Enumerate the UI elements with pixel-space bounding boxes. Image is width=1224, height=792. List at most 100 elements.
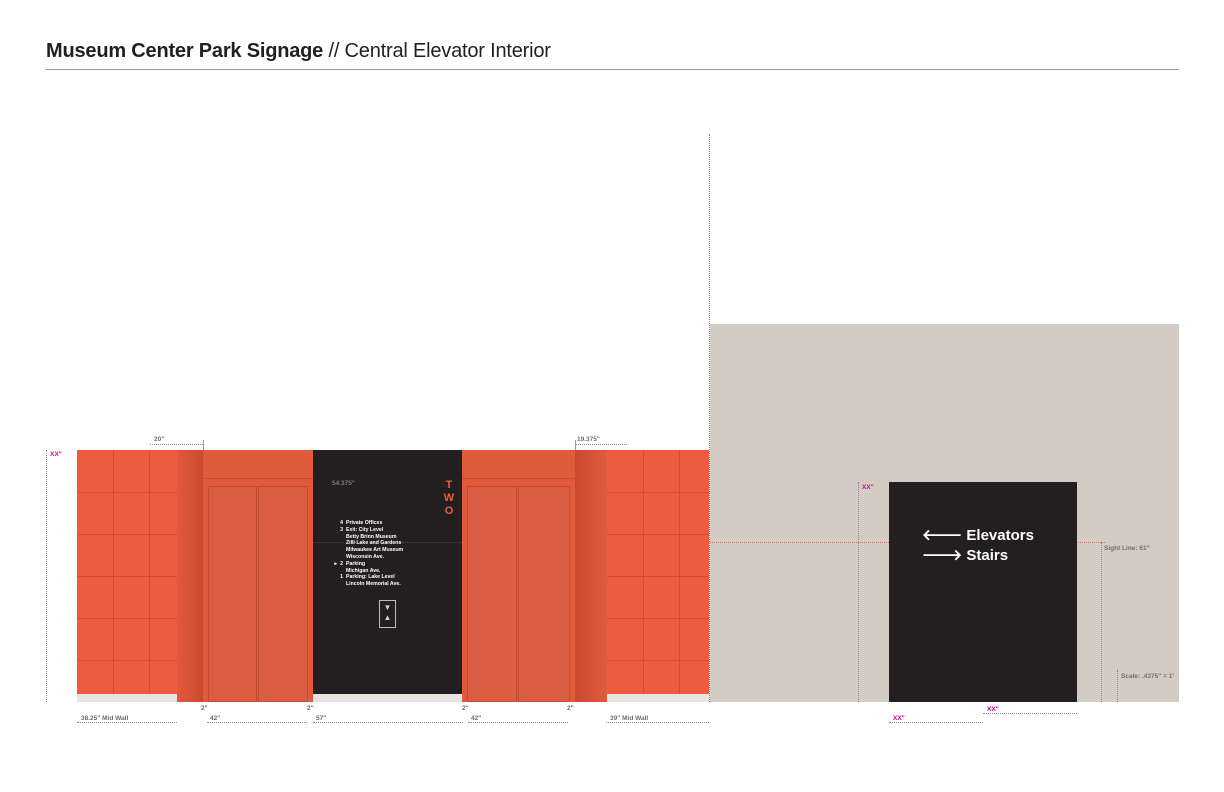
sight-line-label: Sight Line: 61"	[1104, 545, 1150, 552]
bottom-small-dimension: 2"	[307, 705, 314, 712]
bottom-dimension: 39" Mid Wall	[610, 715, 649, 722]
left-elevator-door-panel	[258, 486, 308, 702]
sign-label: Elevators	[966, 527, 1034, 544]
center-divider	[709, 134, 710, 702]
sight-line	[313, 542, 462, 543]
directory-label: Wisconsin Ave.	[346, 553, 384, 560]
sign-width-label: XX"	[987, 706, 999, 713]
directory-panel: 54.375" T W O 4 Private Offices 3 Exit: Cit…	[313, 450, 462, 694]
top-left-dimension: 20"	[154, 436, 165, 443]
dimension-tick	[203, 440, 204, 450]
top-dimension-line	[150, 444, 203, 445]
directory-floor-number: 4	[333, 520, 343, 527]
bottom-dimension: 57"	[316, 715, 327, 722]
directory-label: Milwaukee Art Museum	[346, 547, 404, 554]
down-arrow-icon: ▼	[383, 603, 392, 612]
floor-directory: 4 Private Offices 3 Exit: City Level Betty B…	[333, 520, 453, 588]
sight-line-dimension	[1101, 542, 1102, 702]
title-rest: // Central Elevator Interior	[323, 40, 551, 62]
right-jamb-shadow	[575, 450, 607, 702]
bottom-dimension-line	[606, 722, 709, 723]
floor-letter: O	[444, 505, 454, 517]
sign-label: Stairs	[966, 547, 1009, 564]
inner-dimension: 54.375"	[332, 480, 355, 487]
directory-entry: Lincoln Memorial Ave.	[333, 581, 453, 588]
right-wall-panel	[607, 450, 709, 694]
call-button: ▼ ▲	[379, 600, 396, 628]
floor-letter: T	[445, 479, 453, 491]
left-jamb-shadow	[177, 450, 203, 702]
directory-number: 2	[340, 560, 343, 567]
directory-entry: ▸ 2 Parking	[333, 561, 453, 568]
directory-label: Zilli Lake and Gardens	[346, 540, 402, 547]
elevator-wall-elevation: 54.375" T W O 4 Private Offices 3 Exit: Cit…	[77, 450, 709, 702]
sign-offset-label: XX"	[893, 715, 905, 722]
door-header-line	[203, 478, 313, 479]
directory-number: 3	[340, 526, 343, 533]
grid-line	[77, 492, 203, 493]
wall-height-label: XX"	[50, 451, 62, 458]
floor-letter: W	[443, 492, 455, 504]
scale-label: Scale: .4375" = 1'	[1121, 673, 1174, 680]
bottom-dimension: 42"	[471, 715, 482, 722]
sign-height-dimension-line	[858, 482, 859, 702]
grid-line	[643, 450, 644, 694]
directory-label: Exit: City Level	[346, 526, 384, 533]
sign-line-stairs: 🡒 Stairs	[922, 546, 1008, 566]
floor-number: T W O	[443, 479, 455, 518]
bottom-small-dimension: 2"	[201, 705, 208, 712]
directional-sign: 🡐 Elevators 🡒 Stairs	[889, 482, 1077, 702]
left-baseboard	[77, 694, 203, 702]
grid-line	[607, 660, 709, 661]
top-dimension-line	[575, 444, 627, 445]
directory-entry: Michigan Ave.	[333, 568, 453, 575]
dimension-tick	[575, 440, 576, 450]
bottom-dimension-line	[313, 722, 463, 723]
current-floor-marker-icon: ▸	[334, 560, 338, 567]
directory-floor-number: 3	[333, 527, 343, 534]
directory-label: Parking	[346, 560, 366, 567]
sign-width-dimension-line	[983, 713, 1077, 714]
scale-bar	[1117, 670, 1118, 702]
bottom-dimension-line	[207, 722, 307, 723]
height-dimension-line	[46, 450, 47, 702]
sign-height-label: XX"	[862, 484, 874, 491]
bottom-dimension-line	[468, 722, 568, 723]
grid-line	[77, 660, 203, 661]
center-baseboard	[313, 694, 462, 702]
bottom-dimension: 38.25" Mid Wall	[81, 715, 129, 722]
directory-entry: Betty Brinn Museum	[333, 534, 453, 541]
grid-line	[149, 450, 150, 694]
directory-floor-number: ▸ 2	[333, 560, 344, 568]
bottom-dimension-line	[77, 722, 177, 723]
page-title: Museum Center Park Signage // Central El…	[46, 40, 551, 63]
directory-number: 4	[340, 520, 343, 526]
directory-entry: 4 Private Offices	[333, 520, 453, 527]
directory-number: 1	[340, 574, 343, 581]
up-arrow-icon: ▲	[383, 613, 392, 622]
arrow-right-icon: 🡒	[922, 547, 963, 564]
bottom-dimension: 42"	[210, 715, 221, 722]
right-elevator-door-panel	[518, 486, 570, 702]
directory-entry: 1 Parking: Lake Level	[333, 574, 453, 581]
directory-entry: Zilli Lake and Gardens	[333, 540, 453, 547]
grid-line	[607, 576, 709, 577]
grid-line	[113, 450, 114, 694]
grid-line	[77, 576, 203, 577]
bottom-small-dimension: 2"	[567, 705, 574, 712]
right-elevator-door-panel	[467, 486, 517, 702]
header-divider	[46, 69, 1179, 70]
directory-label: Michigan Ave.	[346, 567, 381, 574]
right-baseboard	[607, 694, 709, 702]
left-elevator-door-panel	[208, 486, 257, 702]
directory-floor-number: 1	[333, 574, 343, 581]
bottom-small-dimension: 2"	[462, 705, 469, 712]
grid-line	[679, 450, 680, 694]
directory-entry: Milwaukee Art Museum	[333, 547, 453, 554]
directory-label: Betty Brinn Museum	[346, 533, 397, 540]
directory-label: Private Offices	[346, 520, 383, 526]
sign-line-elevators: 🡐 Elevators	[922, 526, 1034, 546]
top-right-dimension: 19.375"	[577, 436, 600, 443]
arrow-left-icon: 🡐	[922, 527, 963, 544]
grid-line	[607, 618, 709, 619]
